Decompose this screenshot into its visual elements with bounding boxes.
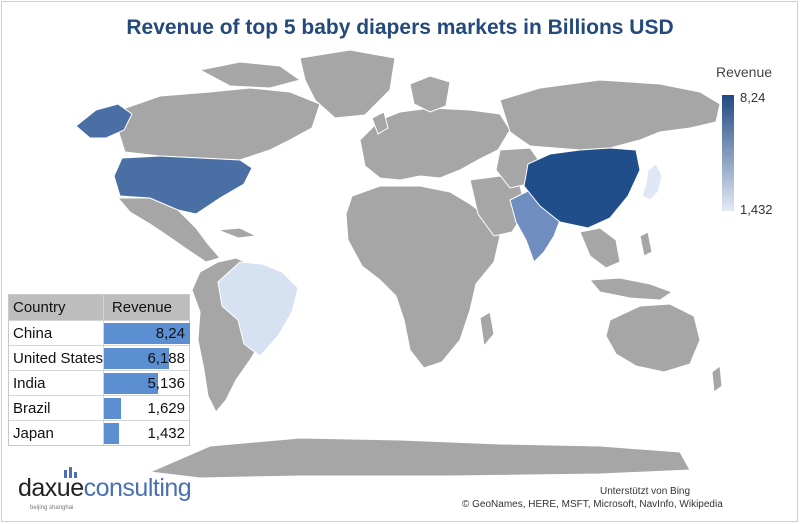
region-madagascar [479,311,495,348]
revenue-value: 6,188 [147,350,185,367]
revenue-bar [103,323,190,344]
region-europe [359,107,511,181]
table-row: United States 6,188 [9,345,189,370]
revenue-value: 1,432 [147,425,185,442]
table-cell-country: Brazil [9,396,104,420]
revenue-bar [103,398,121,419]
region-scandinavia [409,75,451,113]
table-cell-revenue: 1,432 [103,421,189,445]
table-row: Japan 1,432 [9,420,189,445]
region-southeast-asia [579,227,621,269]
revenue-bar [103,423,119,444]
region-united-states [113,155,253,215]
table-cell-country: Japan [9,421,104,445]
region-arctic-islands [198,61,302,89]
table-row: China 8,24 [9,320,190,345]
credit-sources: © GeoNames, HERE, MSFT, Microsoft, NavIn… [462,499,723,510]
region-caribbean [217,227,258,239]
region-greenland [299,49,396,119]
revenue-bar [103,373,158,394]
header-country: Country [9,295,104,320]
region-australia [605,303,701,373]
legend-title: Revenue [716,64,773,80]
header-revenue: Revenue [111,299,172,316]
region-antarctica [148,437,691,479]
region-new-zealand [711,365,723,393]
revenue-value: 8,24 [155,325,185,342]
region-alaska [75,103,133,139]
revenue-value: 1,629 [147,400,185,417]
region-russia [499,79,721,151]
region-africa [345,185,501,369]
table-header: Country Revenue [9,295,189,320]
logo-bars-icon [64,467,77,478]
region-philippines [639,231,653,257]
logo-part-daxue: daxue [18,474,84,502]
legend-max-label: 8,24 [740,90,766,105]
table-cell-revenue: 1,629 [103,396,189,420]
table-row: India 5,136 [9,370,189,395]
logo-part-consulting: consulting [83,474,192,502]
logo: daxueconsulting [18,474,192,503]
table-cell-country: China [9,321,104,345]
revenue-bar [104,348,170,369]
table-cell-country: India [9,371,104,395]
logo-tagline: beijing shanghai [30,505,74,511]
revenue-value: 5,136 [147,375,185,392]
table-cell-revenue: 6,188 [104,346,189,370]
region-japan [641,163,663,201]
region-china [523,147,641,229]
region-uk [371,111,389,135]
revenue-table: Country Revenue China 8,24 United States 6,… [8,294,190,446]
region-indonesia [588,277,674,301]
legend-color-scale [722,95,734,211]
legend-min-label: 1,432 [740,202,773,217]
credit-bing: Unterstützt von Bing [600,486,691,497]
table-cell-revenue: 5,136 [103,371,189,395]
region-brazil [217,261,299,357]
table-row: Brazil 1,629 [9,395,189,420]
table-cell-revenue: 8,24 [103,321,190,345]
region-canada [117,87,321,161]
table-cell-country: United States [9,346,105,370]
map-title: Revenue of top 5 baby diapers markets in… [126,16,674,39]
